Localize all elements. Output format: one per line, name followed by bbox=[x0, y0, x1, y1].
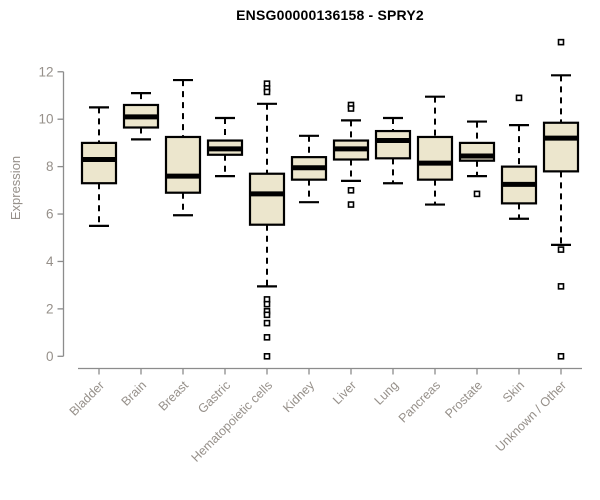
y-tick-label: 2 bbox=[46, 301, 54, 316]
box-group-breast bbox=[164, 78, 202, 217]
box-group-unknown-other bbox=[542, 38, 580, 360]
box-group-prostate bbox=[458, 120, 496, 198]
iqr-box bbox=[164, 135, 202, 194]
box-group-skin bbox=[500, 94, 538, 220]
box-group-lung bbox=[374, 116, 412, 185]
outlier-point bbox=[263, 300, 271, 308]
x-tick-label: Prostate bbox=[442, 378, 485, 421]
box-group-bladder bbox=[80, 106, 118, 227]
y-tick-label: 6 bbox=[46, 207, 54, 222]
outlier-point bbox=[347, 187, 355, 194]
x-tick-label: Skin bbox=[500, 378, 527, 405]
iqr-box bbox=[416, 135, 454, 181]
outlier-point bbox=[263, 88, 271, 96]
outlier-point bbox=[263, 311, 271, 319]
x-tick-label: Liver bbox=[330, 378, 359, 407]
iqr-box bbox=[542, 121, 580, 173]
outlier-point bbox=[263, 352, 271, 360]
y-tick-label: 12 bbox=[38, 64, 53, 79]
outlier-point bbox=[557, 246, 565, 253]
outlier-point bbox=[557, 283, 565, 290]
y-tick-label: 8 bbox=[46, 159, 54, 174]
x-tick-label: Gastric bbox=[195, 378, 233, 416]
iqr-box bbox=[248, 172, 286, 226]
iqr-box bbox=[80, 141, 118, 185]
x-tick-label: Pancreas bbox=[396, 378, 443, 425]
outlier-point bbox=[263, 319, 271, 327]
y-tick-label: 0 bbox=[46, 349, 54, 364]
outlier-point bbox=[473, 190, 481, 198]
iqr-box bbox=[374, 129, 412, 160]
chart-title: ENSG00000136158 - SPRY2 bbox=[236, 7, 424, 23]
y-tick-label: 10 bbox=[38, 112, 53, 127]
box-group-liver bbox=[332, 101, 370, 208]
y-tick-label: 4 bbox=[46, 254, 54, 269]
outlier-point bbox=[347, 105, 355, 112]
outlier-point bbox=[515, 94, 523, 102]
outlier-point bbox=[557, 352, 565, 360]
x-tick-label: Lung bbox=[372, 378, 402, 408]
x-tick-label: Kidney bbox=[280, 378, 317, 415]
box-group-gastric bbox=[206, 116, 244, 178]
box-group-kidney bbox=[290, 134, 328, 204]
box-group-pancreas bbox=[416, 95, 454, 206]
outlier-point bbox=[557, 38, 565, 46]
box-group-brain bbox=[122, 92, 160, 141]
x-tick-label: Breast bbox=[156, 378, 192, 414]
x-tick-label: Hematopoietic cells bbox=[189, 378, 276, 465]
outlier-point bbox=[347, 201, 355, 208]
x-tick-label: Unknown / Other bbox=[493, 378, 569, 454]
box-group-hematopoietic-cells bbox=[248, 80, 286, 360]
x-tick-label: Bladder bbox=[67, 378, 107, 418]
x-tick-label: Brain bbox=[119, 378, 150, 409]
outlier-point bbox=[263, 334, 271, 341]
